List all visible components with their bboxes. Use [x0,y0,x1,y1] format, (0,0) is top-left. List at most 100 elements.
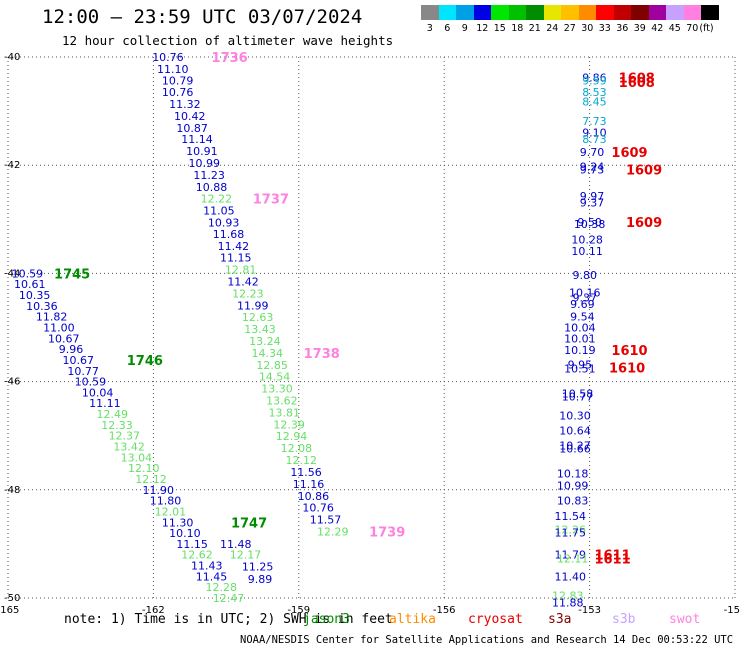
wave-height-label: 10.19 [564,344,596,357]
wave-height-label: 10.28 [571,233,603,246]
wave-height-label: 12.22 [201,193,233,206]
wave-height-label: 11.45 [196,570,228,583]
wave-height-label: 9.37 [573,292,598,305]
time-label: 1611 [594,553,630,568]
wave-height-label: 13.42 [113,441,145,454]
wave-height-label: 12.47 [213,592,245,605]
wave-height-label: 9.97 [580,190,605,203]
wave-height-label: 11.68 [213,228,245,241]
wave-height-label: 12.23 [232,287,264,300]
wave-height-label: 10.64 [559,424,591,437]
wave-height-label: 10.61 [14,278,46,291]
scale-label: 30 [581,23,594,34]
scale-label: 27 [563,23,576,34]
y-tick-label: -42 [4,160,20,171]
satellite-legend-item: cryosat [468,612,523,627]
scale-swatch [456,5,474,20]
wave-height-label: 11.00 [43,322,75,335]
wave-height-label: 10.18 [557,468,589,481]
wave-height-label: 10.88 [196,181,228,194]
wave-height-label: 12.11 [557,553,589,566]
scale-swatch [508,5,526,20]
scale-label: 24 [546,23,559,34]
wave-height-label: 10.99 [557,479,589,492]
wave-height-label: 11.42 [227,276,259,289]
x-tick-label: -156 [433,605,456,616]
scale-label: 45 [668,23,681,34]
wave-height-label: 12.08 [281,442,313,455]
wave-height-label: 9.96 [59,343,84,356]
wave-height-label: 10.16 [569,286,601,299]
wave-height-label: 10.10 [169,527,201,540]
wave-height-label: 10.77 [562,391,594,404]
wave-height-label: 10.91 [186,145,218,158]
wave-height-label: 10.59 [75,376,107,389]
x-tick-label: -150 [724,605,740,616]
scale-label: 70 [686,23,699,34]
wave-height-label: 13.04 [121,451,153,464]
wave-height-label: 12.26 [554,523,586,536]
scale-swatch [613,5,631,20]
wave-height-label: 11.88 [552,596,584,609]
wave-height-label: 11.54 [554,510,586,523]
scale-label: 18 [511,23,524,34]
y-tick-label: -40 [4,52,20,63]
wave-height-label: 11.57 [310,514,342,527]
y-tick-label: -48 [4,485,20,496]
scale-swatch [596,5,614,20]
wave-height-label: 11.11 [89,397,121,410]
y-tick-label: -50 [4,593,20,604]
wave-height-label: 11.30 [162,516,194,529]
time-label: 1737 [253,193,289,208]
wave-height-label: 11.10 [157,63,189,76]
wave-height-label: 10.67 [48,332,80,345]
wave-height-label: 12.33 [101,419,133,432]
satellite-legend-item: s3b [612,612,636,627]
wave-height-label: 9.80 [573,269,598,282]
wave-height-label: 10.99 [189,157,221,170]
scale-swatch [421,5,439,20]
time-label: 1610 [609,362,645,377]
time-label: 1745 [54,267,90,282]
wave-height-label: 12.37 [109,430,141,443]
wave-height-label: 13.62 [266,395,298,408]
wave-height-label: 11.15 [220,252,252,265]
time-label: 1746 [127,354,163,369]
wave-height-label: 10.59 [12,267,44,280]
wave-height-label: 10.87 [176,122,208,135]
scale-swatch [648,5,666,20]
wave-height-label: 11.23 [193,169,225,182]
wave-height-label: 12.29 [317,525,349,538]
wave-height-label: 9.24 [580,160,605,173]
wave-height-label: 10.86 [298,490,330,503]
time-label: 1608 [619,72,655,87]
scale-swatch [578,5,596,20]
scale-swatch [543,5,561,20]
wave-height-label: 10.67 [63,354,95,367]
scale-label: 36 [616,23,629,34]
wave-height-label: 10.76 [302,502,334,515]
time-label: 1609 [626,164,662,179]
wave-height-label: 9.95 [568,358,593,371]
satellite-legend-item: altika [389,612,436,627]
wave-height-label: 12.28 [206,581,238,594]
wave-height-label: 10.27 [559,439,591,452]
scale-swatch [631,5,649,20]
wave-height-label: 10.04 [564,322,596,335]
wave-height-label: 12.12 [285,454,317,467]
chart-title: 12:00 – 23:59 UTC 03/07/2024 [42,6,363,28]
wave-height-label: 12.85 [256,359,288,372]
credit-line: NOAA/NESDIS Center for Satellite Applica… [240,634,740,646]
wave-height-label: 10.66 [559,443,591,456]
wave-height-label: 10.04 [82,386,114,399]
wave-height-label: 12.12 [135,473,167,486]
wave-height-label: 13.81 [269,406,301,419]
wave-height-label: 9.73 [580,164,605,177]
wave-height-label: 12.62 [181,549,213,562]
wave-height-label: 10.42 [174,110,206,123]
wave-height-label: 11.82 [36,311,68,324]
scale-swatch [438,5,456,20]
wave-height-label: 12.83 [552,589,584,602]
wave-height-label: 9.89 [248,573,273,586]
wave-height-label: 10.35 [19,289,51,302]
